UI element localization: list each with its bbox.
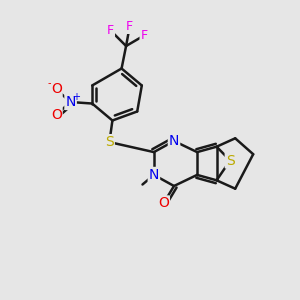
Text: N: N	[149, 168, 159, 182]
Text: S: S	[105, 135, 114, 149]
Text: N: N	[65, 95, 76, 109]
Text: O: O	[51, 82, 62, 96]
Text: F: F	[140, 29, 148, 42]
Text: N: N	[169, 134, 179, 148]
Text: -: -	[48, 78, 51, 88]
Text: O: O	[158, 196, 169, 210]
Text: O: O	[51, 108, 62, 122]
Text: F: F	[126, 20, 133, 33]
Text: +: +	[72, 92, 80, 102]
Text: S: S	[226, 154, 235, 167]
Text: F: F	[107, 24, 114, 37]
